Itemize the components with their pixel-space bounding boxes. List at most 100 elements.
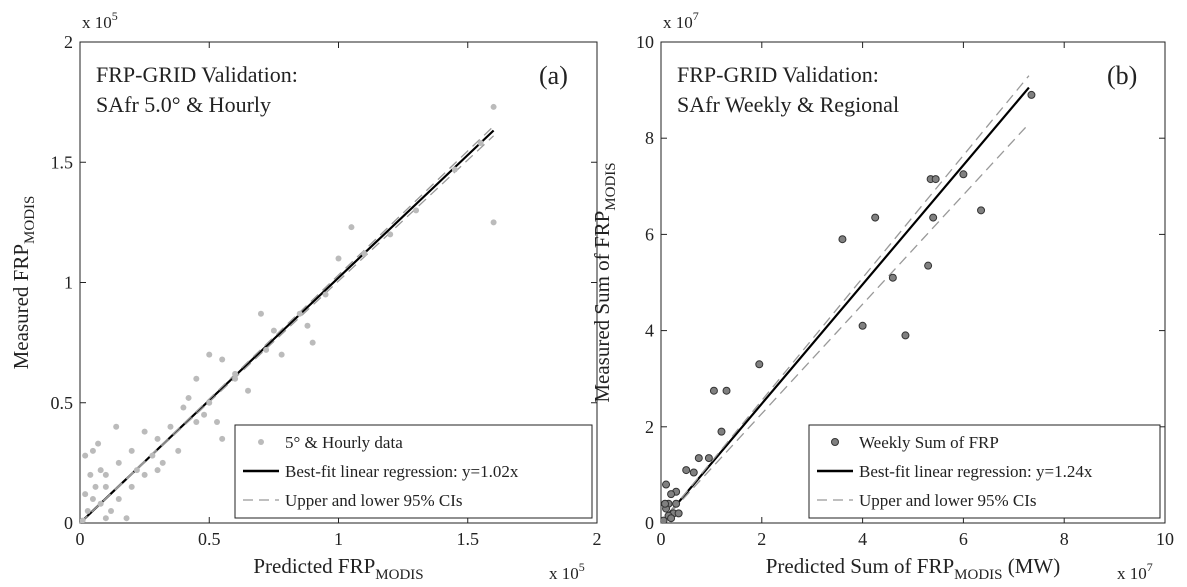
legend-label: Weekly Sum of FRP bbox=[859, 433, 999, 452]
legend-marker bbox=[831, 438, 839, 446]
x-axis-label: Predicted FRPMODIS bbox=[253, 554, 423, 583]
data-point bbox=[102, 483, 109, 490]
data-point bbox=[667, 514, 676, 523]
data-point bbox=[89, 495, 96, 502]
data-point bbox=[490, 219, 497, 226]
x-label-sub: MODIS bbox=[954, 567, 1002, 583]
data-point bbox=[232, 375, 239, 382]
y-tick-label: 0.5 bbox=[51, 393, 74, 413]
multiplier-exp: 7 bbox=[1147, 560, 1153, 574]
data-point bbox=[159, 459, 166, 466]
axis-multiplier: x 105 bbox=[82, 9, 118, 32]
legend-box bbox=[808, 424, 1161, 519]
data-point bbox=[154, 467, 161, 474]
data-point bbox=[335, 255, 342, 262]
data-point bbox=[128, 447, 135, 454]
legend-label: Best-fit linear regression: y=1.24x bbox=[859, 462, 1093, 481]
data-point bbox=[193, 418, 200, 425]
data-point bbox=[92, 483, 99, 490]
panel-label: (a) bbox=[539, 61, 568, 90]
data-point bbox=[682, 466, 691, 475]
data-point bbox=[97, 500, 104, 507]
data-point bbox=[901, 331, 910, 340]
data-point bbox=[149, 452, 156, 459]
multiplier-base: x 10 bbox=[1117, 564, 1147, 583]
y-label-text: Measured FRP bbox=[9, 244, 33, 369]
data-point bbox=[193, 375, 200, 382]
data-point bbox=[959, 170, 968, 179]
data-point bbox=[80, 517, 86, 523]
data-point bbox=[709, 386, 718, 395]
data-point bbox=[858, 321, 867, 330]
data-point bbox=[704, 454, 713, 463]
data-point bbox=[84, 507, 91, 514]
data-point bbox=[180, 404, 187, 411]
data-point bbox=[661, 499, 670, 508]
data-point bbox=[722, 386, 731, 395]
x-tick-label: 0.5 bbox=[198, 529, 221, 549]
data-point bbox=[115, 459, 122, 466]
data-point bbox=[108, 507, 115, 514]
multiplier-base: x 10 bbox=[82, 13, 112, 32]
legend-label: Upper and lower 95% CIs bbox=[859, 491, 1037, 510]
data-point bbox=[263, 346, 270, 353]
y-tick-label: 2 bbox=[64, 32, 73, 52]
y-tick-label: 1.5 bbox=[51, 152, 74, 172]
data-point bbox=[102, 515, 109, 522]
x-tick-label: 0 bbox=[657, 529, 666, 549]
data-point bbox=[219, 356, 226, 363]
data-point bbox=[87, 471, 94, 478]
y-label-sub: MODIS bbox=[603, 162, 619, 210]
data-point bbox=[661, 516, 668, 523]
data-point bbox=[977, 206, 986, 215]
data-point bbox=[102, 471, 109, 478]
data-point bbox=[296, 310, 303, 317]
ci-lower bbox=[660, 123, 1030, 524]
data-point bbox=[113, 423, 120, 430]
y-tick-label: 2 bbox=[645, 417, 654, 437]
plot-frame bbox=[660, 41, 1166, 524]
annotation: FRP-GRID Validation: bbox=[96, 62, 298, 87]
data-point bbox=[1027, 90, 1036, 99]
ci-upper bbox=[660, 75, 1030, 524]
annotation: FRP-GRID Validation: bbox=[677, 62, 879, 87]
y-tick-label: 4 bbox=[645, 321, 654, 341]
data-point bbox=[219, 435, 226, 442]
legend-label: Best-fit linear regression: y=1.02x bbox=[285, 462, 519, 481]
data-point bbox=[322, 291, 329, 298]
data-point bbox=[185, 394, 192, 401]
data-point bbox=[278, 351, 285, 358]
y-label-sub: MODIS bbox=[22, 196, 38, 244]
axis-multiplier: x 105 bbox=[549, 560, 585, 583]
data-point bbox=[175, 447, 182, 454]
data-point bbox=[361, 250, 368, 257]
legend-label: Upper and lower 95% CIs bbox=[285, 491, 463, 510]
y-tick-label: 10 bbox=[636, 32, 654, 52]
data-point bbox=[123, 515, 130, 522]
x-tick-label: 10 bbox=[1156, 529, 1174, 549]
data-point bbox=[141, 471, 148, 478]
multiplier-exp: 5 bbox=[579, 560, 585, 574]
y-tick-label: 6 bbox=[645, 224, 654, 244]
data-point bbox=[689, 468, 698, 477]
fit-line bbox=[79, 129, 495, 524]
data-point bbox=[89, 447, 96, 454]
annotation: SAfr Weekly & Regional bbox=[677, 92, 899, 117]
data-point bbox=[413, 207, 420, 214]
x-tick-label: 1.5 bbox=[457, 529, 480, 549]
x-label-sub: MODIS bbox=[375, 567, 423, 583]
data-point bbox=[82, 452, 89, 459]
x-tick-label: 6 bbox=[959, 529, 968, 549]
x-label-text: Predicted Sum of FRP bbox=[766, 554, 954, 578]
x-tick-label: 0 bbox=[76, 529, 85, 549]
panel-label: (b) bbox=[1107, 61, 1137, 90]
data-point bbox=[115, 495, 122, 502]
data-point bbox=[270, 327, 277, 334]
legend-label: 5° & Hourly data bbox=[285, 433, 403, 452]
x-label-text: Predicted FRP bbox=[253, 554, 375, 578]
data-point bbox=[201, 411, 208, 418]
data-point bbox=[755, 360, 764, 369]
data-point bbox=[206, 351, 213, 358]
y-axis-label: Measured Sum of FRPMODIS bbox=[590, 162, 619, 402]
